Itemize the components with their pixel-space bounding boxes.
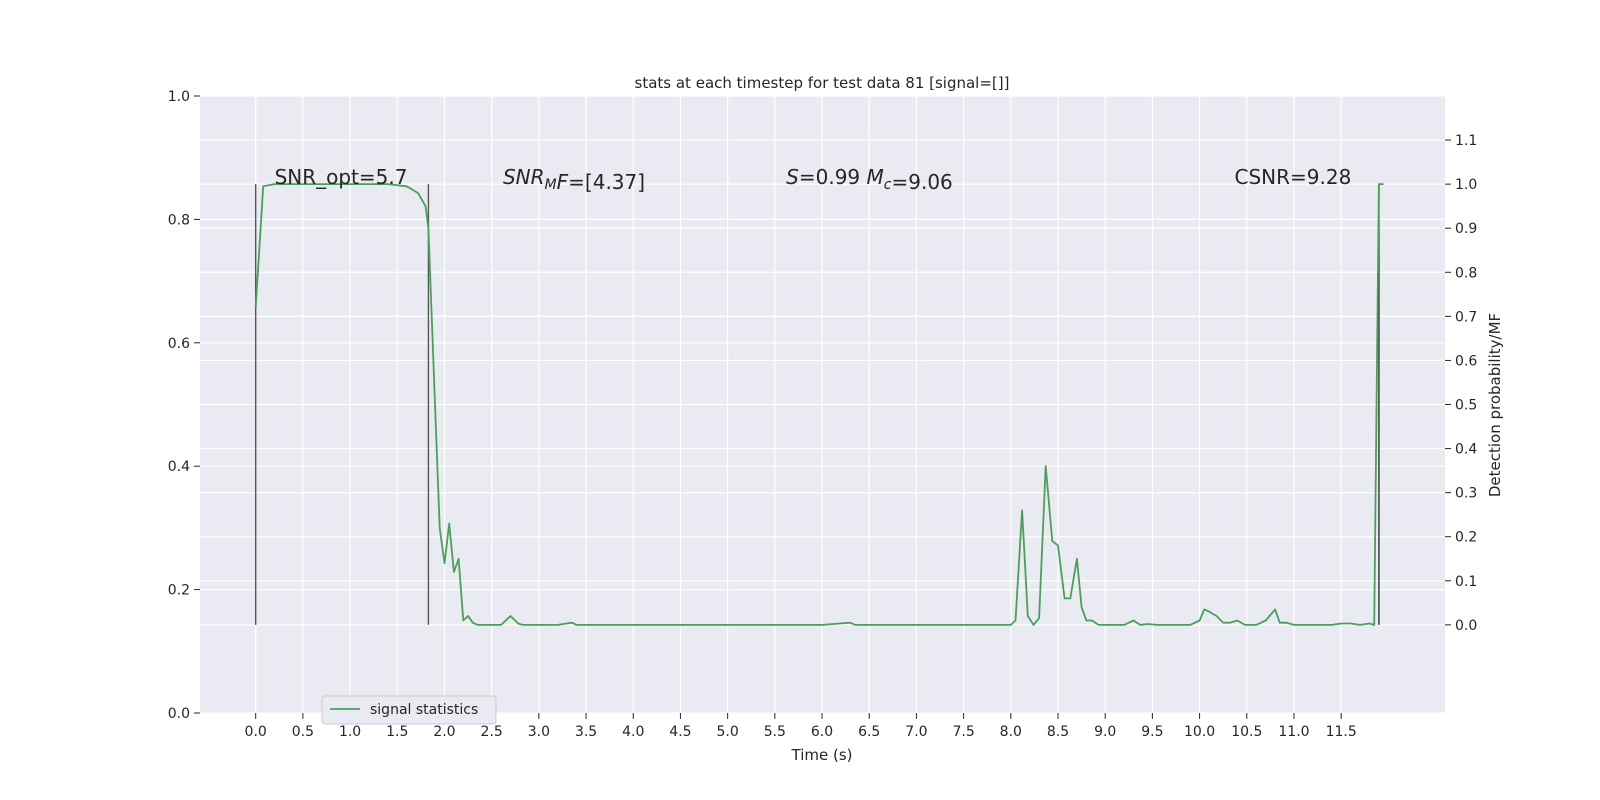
annotation-part: SNR bbox=[503, 165, 545, 189]
annotation-snr-opt: SNR_opt=5.7 bbox=[275, 165, 408, 189]
legend-label: signal statistics bbox=[370, 702, 478, 718]
legend-box bbox=[321, 695, 497, 725]
left-y-tick-label: 1.0 bbox=[168, 89, 190, 105]
left-y-tick-label: 0.6 bbox=[168, 336, 190, 352]
right-y-tick-label: 0.2 bbox=[1455, 530, 1477, 546]
series-group bbox=[254, 183, 1384, 626]
x-tick-label: 1.5 bbox=[386, 724, 408, 740]
left-y-tick-label: 0.2 bbox=[168, 583, 190, 599]
annotation-part: SNR_opt=5.7 bbox=[275, 165, 408, 189]
x-tick-label: 11.0 bbox=[1278, 724, 1309, 740]
x-tick-label: 8.0 bbox=[1000, 724, 1022, 740]
x-ticks: 0.0 0.5 1.0 1.5 2.0 2.5 3.0 3.5 4.0 4.5 5.0 5.5 6.0 6… bbox=[245, 713, 1357, 740]
left-y-tick-label: 0.8 bbox=[168, 212, 190, 228]
x-tick-label: 10.0 bbox=[1184, 724, 1215, 740]
right-y-ticks: 0.0 0.1 0.2 0.3 0.4 0.5 0.6 0.7 0.8 0.9 1.0 1.1 bbox=[1445, 133, 1477, 634]
annotation-part: M bbox=[545, 177, 557, 193]
x-tick-label: 2.0 bbox=[433, 724, 455, 740]
x-tick-label: 10.5 bbox=[1231, 724, 1262, 740]
x-tick-label: 6.5 bbox=[858, 724, 880, 740]
annotation-s-value: S=0.99 Mc=9.06 bbox=[786, 165, 953, 194]
x-tick-label: 5.5 bbox=[764, 724, 786, 740]
left-y-tick-label: 0.4 bbox=[168, 459, 190, 475]
annotation-part: M bbox=[867, 165, 884, 189]
right-y-tick-label: 0.4 bbox=[1455, 442, 1477, 458]
x-tick-label: 7.5 bbox=[952, 724, 974, 740]
x-tick-label: 9.0 bbox=[1094, 724, 1116, 740]
grid bbox=[200, 95, 1445, 714]
annotation-part: =0.99 bbox=[799, 165, 867, 189]
right-y-tick-label: 1.0 bbox=[1455, 177, 1477, 193]
right-y-tick-label: 0.3 bbox=[1455, 486, 1477, 502]
x-tick-label: 4.0 bbox=[622, 724, 644, 740]
left-y-tick-label: 0.0 bbox=[168, 706, 190, 722]
chart-title: stats at each timestep for test data 81 … bbox=[635, 74, 1010, 92]
right-y-tick-label: 0.1 bbox=[1455, 574, 1477, 590]
x-tick-label: 4.5 bbox=[669, 724, 691, 740]
legend: signal statistics bbox=[321, 695, 497, 725]
x-tick-label: 2.5 bbox=[481, 724, 503, 740]
x-tick-label: 6.0 bbox=[811, 724, 833, 740]
right-y-tick-label: 0.5 bbox=[1455, 398, 1477, 414]
annotations: SNR_opt=5.7 SNRMF=[4.37] S=0.99 Mc=9.06 CSN… bbox=[275, 165, 1352, 194]
annotation-part: =9.06 bbox=[891, 170, 952, 194]
x-tick-label: 3.5 bbox=[575, 724, 597, 740]
annotation-snr-mf: SNRMF=[4.37] bbox=[503, 165, 645, 194]
x-tick-label: 11.5 bbox=[1326, 724, 1357, 740]
annotation-part: c bbox=[884, 177, 892, 193]
x-tick-label: 5.0 bbox=[717, 724, 739, 740]
x-tick-label: 0.0 bbox=[245, 724, 267, 740]
annotation-csnr: CSNR=9.28 bbox=[1235, 165, 1352, 189]
series-line-signal-statistics bbox=[254, 183, 1384, 626]
x-tick-label: 9.5 bbox=[1141, 724, 1163, 740]
x-tick-label: 3.0 bbox=[528, 724, 550, 740]
annotation-part: =[4.37] bbox=[568, 170, 645, 194]
right-y-tick-label: 1.1 bbox=[1455, 133, 1477, 149]
right-y-tick-label: 0.6 bbox=[1455, 353, 1477, 369]
right-y-tick-label: 0.9 bbox=[1455, 221, 1477, 237]
annotation-part: CSNR=9.28 bbox=[1235, 165, 1352, 189]
left-y-ticks: 0.0 0.2 0.4 0.6 0.8 1.0 bbox=[168, 89, 200, 722]
right-y-axis-label: Detection probability/MF bbox=[1486, 313, 1504, 497]
x-tick-label: 1.0 bbox=[339, 724, 361, 740]
annotation-part: F bbox=[557, 170, 569, 194]
right-y-tick-label: 0.0 bbox=[1455, 618, 1477, 634]
annotation-part: S bbox=[786, 165, 799, 189]
x-tick-label: 7.0 bbox=[905, 724, 927, 740]
x-axis-label: Time (s) bbox=[791, 746, 853, 764]
right-y-tick-label: 0.7 bbox=[1455, 309, 1477, 325]
x-tick-label: 0.5 bbox=[292, 724, 314, 740]
x-tick-label: 8.5 bbox=[1047, 724, 1069, 740]
right-y-tick-label: 0.8 bbox=[1455, 265, 1477, 281]
